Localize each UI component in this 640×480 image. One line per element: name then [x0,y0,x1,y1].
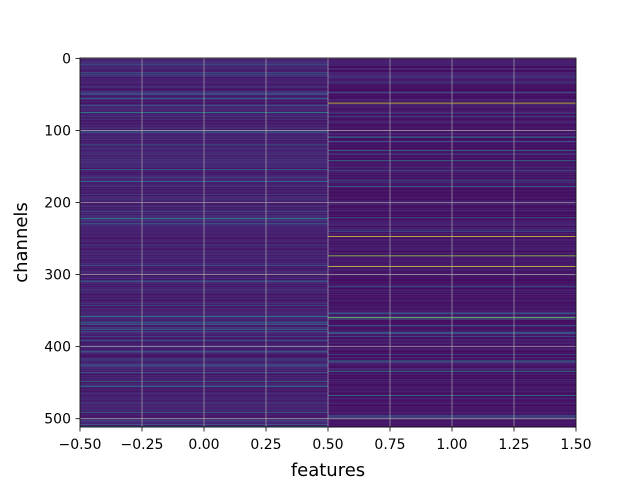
x-axis-ticks: −0.50 −0.25 0.00 0.25 0.50 0.75 1.00 1.25 1.50 [59,427,592,453]
x-tick-label: 1.00 [436,437,467,453]
x-axis-label: features [291,460,365,480]
x-tick-label: 1.50 [560,437,591,453]
y-axis-label: channels [11,202,32,283]
x-tick-label: 0.00 [188,437,219,453]
x-tick-label: −0.50 [59,437,102,453]
x-tick-label: −0.25 [121,437,164,453]
y-tick-label: 500 [44,412,71,428]
y-tick-label: 400 [44,340,71,356]
y-axis-ticks: 0 100 200 300 400 500 [44,51,80,428]
x-tick-label: 1.25 [498,437,529,453]
y-tick-label: 0 [62,51,71,67]
y-tick-label: 200 [44,196,71,212]
y-tick-label: 100 [44,123,71,139]
x-tick-label: 0.75 [374,437,405,453]
y-tick-label: 300 [44,268,71,284]
x-tick-label: 0.25 [250,437,281,453]
x-tick-label: 0.50 [312,437,343,453]
